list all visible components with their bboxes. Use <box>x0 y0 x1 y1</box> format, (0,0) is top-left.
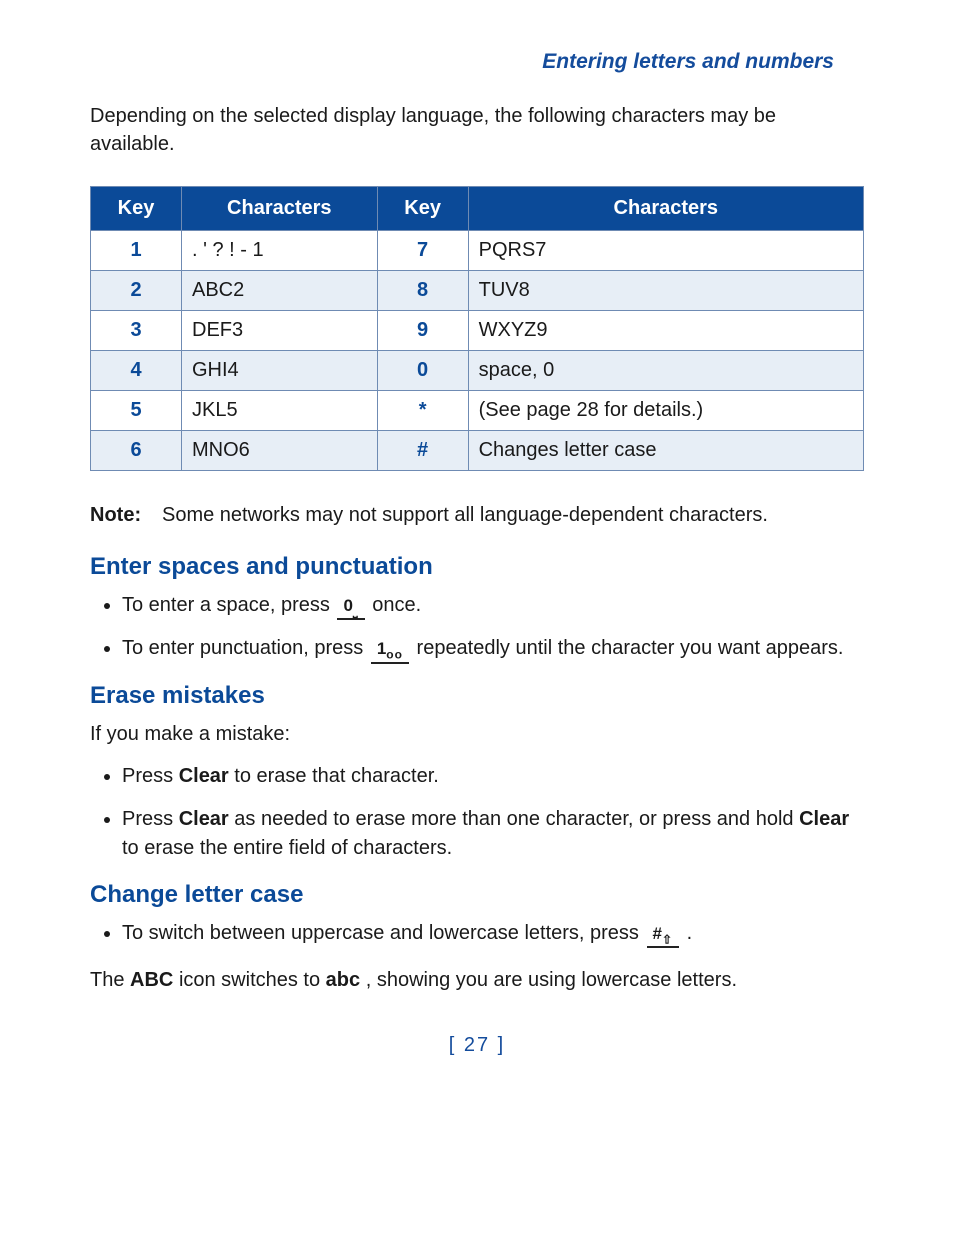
key-cell: # <box>377 431 468 471</box>
spaces-list: To enter a space, press 0⎵ once. To ente… <box>90 591 864 664</box>
table-row: 1. ' ? ! - 17PQRS7 <box>91 231 864 271</box>
text: . <box>687 922 693 944</box>
key-0-icon: 0⎵ <box>337 597 364 620</box>
char-cell: TUV8 <box>468 271 863 311</box>
key-main: 1 <box>377 639 386 658</box>
key-1-icon: 1oo <box>371 640 409 663</box>
key-cell: 6 <box>91 431 182 471</box>
table-row: 4GHI40space, 0 <box>91 351 864 391</box>
text: to erase the entire field of characters. <box>122 837 452 859</box>
text: , showing you are using lowercase letter… <box>366 969 737 991</box>
char-cell: . ' ? ! - 1 <box>182 231 378 271</box>
key-main: 0 <box>343 596 352 615</box>
text: The <box>90 969 130 991</box>
key-cell: 9 <box>377 311 468 351</box>
char-cell: space, 0 <box>468 351 863 391</box>
key-cell: 5 <box>91 391 182 431</box>
abc-upper: ABC <box>130 969 173 991</box>
list-item: To enter a space, press 0⎵ once. <box>122 591 864 620</box>
char-cell: ABC2 <box>182 271 378 311</box>
key-cell: 4 <box>91 351 182 391</box>
table-row: 2ABC28TUV8 <box>91 271 864 311</box>
text: To enter punctuation, press <box>122 637 369 659</box>
key-cell: 3 <box>91 311 182 351</box>
text: icon switches to <box>179 969 326 991</box>
note-label: Note: <box>90 501 162 529</box>
erase-lead: If you make a mistake: <box>90 720 864 748</box>
text: to erase that character. <box>234 765 439 787</box>
key-cell: 1 <box>91 231 182 271</box>
list-item: To switch between uppercase and lowercas… <box>122 919 864 948</box>
list-item: Press Clear as needed to erase more than… <box>122 805 864 863</box>
char-cell: Changes letter case <box>468 431 863 471</box>
erase-list: Press Clear to erase that character. Pre… <box>90 762 864 863</box>
key-main: # <box>653 924 662 943</box>
key-hash-icon: #⇧ <box>647 925 680 948</box>
text: Press <box>122 765 179 787</box>
char-cell: PQRS7 <box>468 231 863 271</box>
char-cell: MNO6 <box>182 431 378 471</box>
key-cell: * <box>377 391 468 431</box>
abc-lower: abc <box>326 969 360 991</box>
case-list: To switch between uppercase and lowercas… <box>90 919 864 948</box>
char-cell: WXYZ9 <box>468 311 863 351</box>
text: as needed to erase more than one charact… <box>234 808 799 830</box>
key-cell: 0 <box>377 351 468 391</box>
text: repeatedly until the character you want … <box>417 637 844 659</box>
intro-paragraph: Depending on the selected display langua… <box>90 102 864 158</box>
col-char-1: Characters <box>182 187 378 231</box>
key-cell: 7 <box>377 231 468 271</box>
clear-label: Clear <box>179 765 229 787</box>
key-sub: oo <box>386 648 403 662</box>
key-cell: 8 <box>377 271 468 311</box>
character-table: Key Characters Key Characters 1. ' ? ! -… <box>90 186 864 471</box>
table-row: 6MNO6#Changes letter case <box>91 431 864 471</box>
key-sub: ⎵ <box>353 604 359 618</box>
list-item: To enter punctuation, press 1oo repeated… <box>122 634 864 663</box>
text: Press <box>122 808 179 830</box>
text: To enter a space, press <box>122 594 335 616</box>
heading-erase: Erase mistakes <box>90 682 864 710</box>
note-text: Some networks may not support all langua… <box>162 501 864 529</box>
table-header-row: Key Characters Key Characters <box>91 187 864 231</box>
clear-label: Clear <box>799 808 849 830</box>
case-closing: The ABC icon switches to abc , showing y… <box>90 966 864 994</box>
col-char-2: Characters <box>468 187 863 231</box>
char-cell: DEF3 <box>182 311 378 351</box>
table-row: 3DEF39WXYZ9 <box>91 311 864 351</box>
char-cell: (See page 28 for details.) <box>468 391 863 431</box>
page-number: [ 27 ] <box>90 1034 864 1057</box>
list-item: Press Clear to erase that character. <box>122 762 864 791</box>
key-sub: ⇧ <box>662 932 673 946</box>
col-key-2: Key <box>377 187 468 231</box>
note-block: Note: Some networks may not support all … <box>90 501 864 529</box>
table-row: 5JKL5*(See page 28 for details.) <box>91 391 864 431</box>
text: once. <box>372 594 421 616</box>
col-key-1: Key <box>91 187 182 231</box>
char-cell: GHI4 <box>182 351 378 391</box>
clear-label: Clear <box>179 808 229 830</box>
text: To switch between uppercase and lowercas… <box>122 922 645 944</box>
char-cell: JKL5 <box>182 391 378 431</box>
page-header-title: Entering letters and numbers <box>90 50 834 74</box>
heading-enter-spaces: Enter spaces and punctuation <box>90 553 864 581</box>
key-cell: 2 <box>91 271 182 311</box>
heading-change-case: Change letter case <box>90 881 864 909</box>
